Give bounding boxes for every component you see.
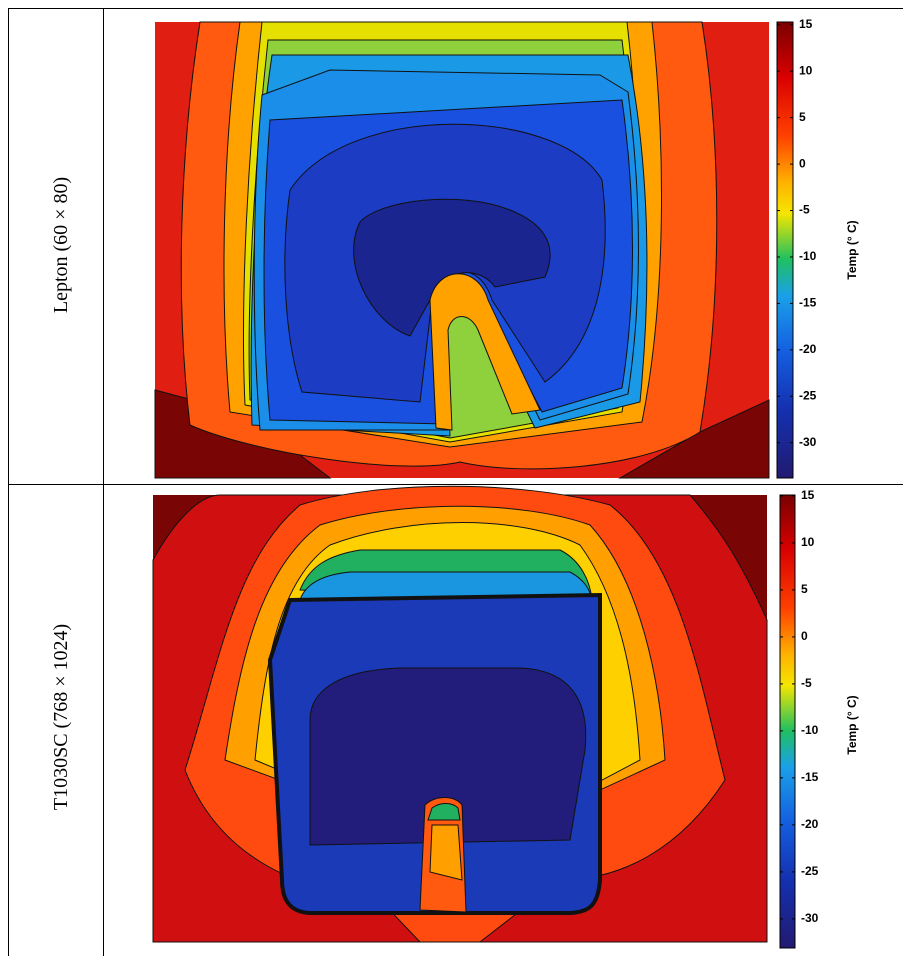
row-label: Lepton (60 × 80)	[50, 177, 72, 313]
tick-label: 10	[801, 535, 815, 549]
tick-label: -30	[801, 911, 819, 925]
tick-label: -15	[799, 296, 817, 310]
tick-label: 5	[801, 582, 808, 596]
tick-label: -5	[801, 676, 812, 690]
tick-label: -5	[799, 203, 810, 217]
tick-label: 5	[799, 110, 806, 124]
tick-label: 15	[799, 17, 813, 31]
tick-label: -20	[801, 817, 819, 831]
colorbar-label: Temp (° C)	[845, 220, 859, 279]
tick-label: 0	[801, 629, 808, 643]
colorbar	[779, 494, 796, 949]
tick-label: -10	[799, 249, 817, 263]
tick-label: -20	[799, 342, 817, 356]
tick-label: -10	[801, 723, 819, 737]
table-grid	[8, 8, 903, 956]
thermal-image	[154, 21, 770, 479]
tick-label: 10	[799, 63, 813, 77]
tick-label: -25	[799, 388, 817, 402]
tick-label: 0	[799, 156, 806, 170]
colorbar-label: Temp (° C)	[845, 695, 859, 754]
row-label: T1030SC (768 × 1024)	[50, 624, 72, 810]
tick-label: -15	[801, 770, 819, 784]
colorbar	[776, 21, 794, 479]
thermal-image	[152, 485, 768, 943]
tick-label: -25	[801, 864, 819, 878]
tick-label: 15	[801, 488, 815, 502]
tick-label: -30	[799, 435, 817, 449]
